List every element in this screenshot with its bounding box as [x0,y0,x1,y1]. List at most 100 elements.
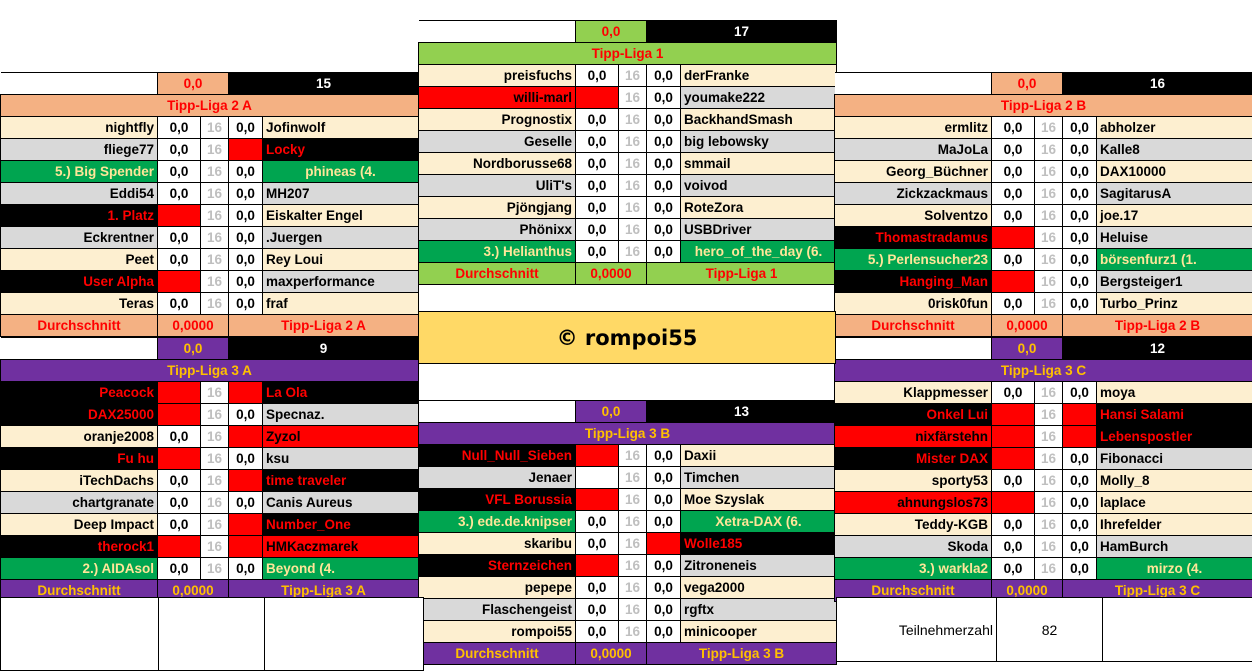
player-left-name[interactable]: skaribu [419,533,576,555]
player-right-score[interactable]: 0,0 [647,467,681,489]
player-left-name[interactable]: Solventzo [835,205,992,227]
player-right-name[interactable]: big lebowsky [681,131,837,153]
player-left-name[interactable]: Teras [1,293,158,315]
player-left-score[interactable]: 0,0 [576,621,619,643]
player-right-score[interactable]: 0,0 [229,492,263,514]
player-left-score[interactable]: 0,0 [158,293,201,315]
player-left-name[interactable]: rompoi55 [419,621,576,643]
player-left-score[interactable]: 0,0 [576,219,619,241]
player-right-name[interactable]: HamBurch [1097,536,1252,558]
player-left-name[interactable]: DAX25000 [1,404,158,426]
player-right-name[interactable]: Beyond (4. [263,558,419,580]
player-right-score[interactable]: 0,0 [1063,558,1097,580]
player-right-score[interactable] [1063,426,1097,448]
player-left-score[interactable] [158,271,201,293]
player-left-name[interactable]: VFL Borussia [419,489,576,511]
player-right-score[interactable] [229,382,263,404]
player-right-name[interactable]: Number_One [263,514,419,536]
player-left-score[interactable] [158,536,201,558]
player-right-score[interactable]: 0,0 [647,153,681,175]
player-right-score[interactable]: 0,0 [1063,514,1097,536]
player-right-score[interactable]: 0,0 [647,555,681,577]
player-right-score[interactable]: 0,0 [229,404,263,426]
player-right-score[interactable]: 0,0 [229,161,263,183]
player-left-score[interactable]: 0,0 [158,183,201,205]
player-right-name[interactable]: DAX10000 [1097,161,1252,183]
player-right-score[interactable]: 0,0 [1063,139,1097,161]
player-right-score[interactable]: 0,0 [229,448,263,470]
player-right-name[interactable]: SagitarusA [1097,183,1252,205]
player-left-name[interactable]: 1. Platz [1,205,158,227]
player-right-name[interactable]: smmail [681,153,837,175]
player-left-name[interactable]: User Alpha [1,271,158,293]
player-left-name[interactable]: Prognostix [419,109,576,131]
player-right-name[interactable]: hero_of_the_day (6. [681,241,837,263]
player-right-score[interactable]: 0,0 [1063,205,1097,227]
player-right-score[interactable]: 0,0 [229,271,263,293]
player-right-name[interactable]: USBDriver [681,219,837,241]
player-right-name[interactable]: Bergsteiger1 [1097,271,1252,293]
player-left-name[interactable]: Eckrentner [1,227,158,249]
player-right-name[interactable]: abholzer [1097,117,1252,139]
player-right-score[interactable] [229,426,263,448]
player-left-name[interactable]: 3.) warkla2 [835,558,992,580]
player-left-score[interactable]: 0,0 [158,426,201,448]
player-right-score[interactable]: 0,0 [1063,470,1097,492]
player-left-score[interactable]: 0,0 [576,131,619,153]
player-left-score[interactable]: 0,0 [158,161,201,183]
player-left-score[interactable] [992,492,1035,514]
player-right-score[interactable]: 0,0 [647,219,681,241]
player-right-score[interactable]: 0,0 [647,241,681,263]
player-left-score[interactable] [992,271,1035,293]
player-right-name[interactable]: voivod [681,175,837,197]
player-left-name[interactable]: 3.) Helianthus [419,241,576,263]
player-left-name[interactable]: Onkel Lui [835,404,992,426]
player-left-score[interactable]: 0,0 [576,197,619,219]
player-left-name[interactable]: oranje2008 [1,426,158,448]
player-right-name[interactable]: youmake222 [681,87,837,109]
player-left-name[interactable]: 5.) Perlensucher23 [835,249,992,271]
player-left-name[interactable]: Flaschengeist [419,599,576,621]
player-right-name[interactable]: Rey Loui [263,249,419,271]
player-left-score[interactable]: 0,0 [992,293,1035,315]
player-right-score[interactable]: 0,0 [229,227,263,249]
player-left-score[interactable] [158,382,201,404]
player-left-score[interactable] [576,489,619,511]
player-left-name[interactable]: willi-marl [419,87,576,109]
player-right-score[interactable]: 0,0 [1063,161,1097,183]
player-left-score[interactable]: 0,0 [576,153,619,175]
player-left-name[interactable]: ahnungslos73 [835,492,992,514]
player-left-name[interactable]: Skoda [835,536,992,558]
player-left-score[interactable] [992,404,1035,426]
player-left-name[interactable]: preisfuchs [419,65,576,87]
player-right-name[interactable]: .Juergen [263,227,419,249]
player-right-name[interactable]: moya [1097,382,1252,404]
player-left-name[interactable]: therock1 [1,536,158,558]
player-left-score[interactable]: 0,0 [992,470,1035,492]
player-right-name[interactable]: Daxii [681,445,837,467]
player-left-name[interactable]: nixfärstehn [835,426,992,448]
player-left-score[interactable]: 0,0 [576,577,619,599]
player-left-score[interactable]: 0,0 [158,514,201,536]
player-right-name[interactable]: Zitroneneis [681,555,837,577]
